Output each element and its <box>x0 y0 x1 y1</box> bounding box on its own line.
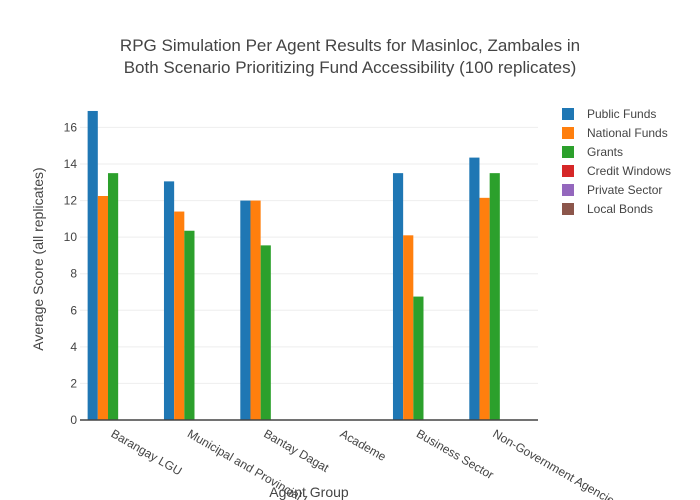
gridlines <box>80 126 538 384</box>
x-tick-label: Non-Government Agencies <box>490 426 622 500</box>
bar <box>260 245 271 420</box>
legend-label: Public Funds <box>587 107 656 121</box>
legend-swatch <box>562 203 574 215</box>
bar <box>97 196 108 420</box>
bar <box>392 173 404 420</box>
x-tick-label: Bantay Dagat <box>261 426 332 475</box>
legend-label: National Funds <box>587 126 668 140</box>
bar <box>479 197 490 420</box>
x-tick-label: Academe <box>338 426 389 464</box>
x-tick-label: Business Sector <box>414 426 496 481</box>
chart-title-line-1: RPG Simulation Per Agent Results for Mas… <box>120 36 580 55</box>
bar <box>403 235 414 420</box>
y-axis-title: Average Score (all replicates) <box>30 167 46 350</box>
legend-label: Grants <box>587 145 623 159</box>
bar <box>163 181 175 420</box>
legend: Public Funds National Funds Grants Credit W… <box>562 107 671 216</box>
bar <box>469 157 480 420</box>
y-tick-label: 6 <box>70 303 77 317</box>
y-tick-labels: 0 2 4 6 8 10 12 14 16 <box>64 120 78 427</box>
chart-title-line-2: Both Scenario Prioritizing Fund Accessib… <box>124 58 577 77</box>
legend-swatch <box>562 165 574 177</box>
y-tick-label: 8 <box>70 267 77 281</box>
bar <box>240 200 251 420</box>
y-tick-label: 16 <box>64 120 78 134</box>
bar <box>250 200 261 420</box>
x-tick-label: Barangay LGU <box>109 426 185 478</box>
bar <box>489 173 500 420</box>
bars <box>87 110 500 420</box>
y-tick-label: 4 <box>70 340 77 354</box>
legend-label: Local Bonds <box>587 202 653 216</box>
legend-swatch <box>562 146 574 158</box>
y-tick-label: 10 <box>64 230 78 244</box>
x-tick-labels: Barangay LGU Municipal and Provincial LGU… <box>109 426 622 500</box>
legend-swatch <box>562 184 574 196</box>
legend-swatch <box>562 127 574 139</box>
bar <box>413 296 424 420</box>
bar <box>174 211 185 420</box>
x-axis-title: Agent Group <box>269 484 349 500</box>
bar <box>184 230 195 420</box>
y-tick-label: 12 <box>64 194 78 208</box>
bar <box>87 110 98 420</box>
y-tick-label: 2 <box>70 376 77 390</box>
legend-swatch <box>562 108 574 120</box>
y-tick-label: 14 <box>64 157 78 171</box>
legend-label: Credit Windows <box>587 164 671 178</box>
legend-label: Private Sector <box>587 183 662 197</box>
bar <box>107 173 119 420</box>
y-tick-label: 0 <box>70 413 77 427</box>
